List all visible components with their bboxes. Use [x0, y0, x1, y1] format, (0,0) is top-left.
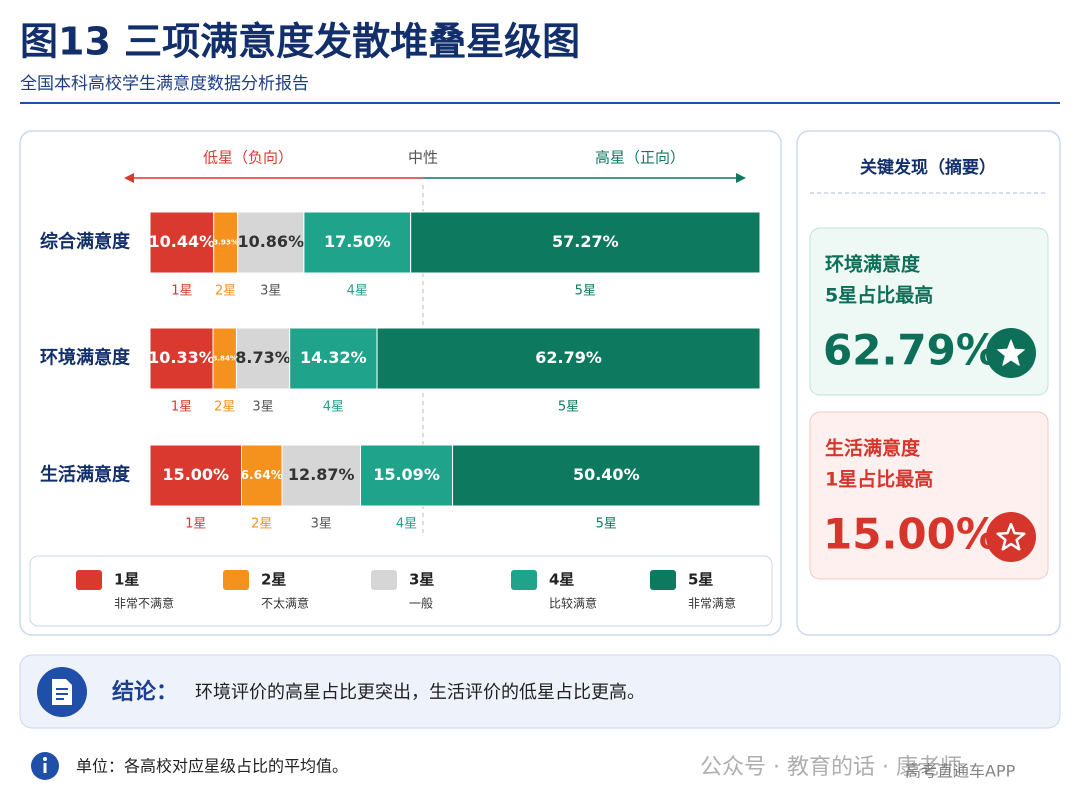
legend-description: 不太满意	[261, 596, 309, 611]
finding-icon	[986, 512, 1036, 562]
star-label: 4星	[396, 517, 417, 532]
document-lines	[56, 688, 68, 700]
value-label: 8.73%	[235, 348, 291, 367]
value-label: 6.64%	[240, 468, 283, 482]
star-icon	[996, 522, 1026, 551]
legend-label: 3星	[409, 571, 434, 589]
legend-description: 非常满意	[688, 596, 736, 611]
bar-segment	[360, 444, 454, 507]
legend-swatch	[511, 570, 537, 590]
value-label: 62.79%	[535, 348, 602, 367]
conclusion-box	[19, 654, 1061, 729]
conclusion-label: 结论：	[112, 679, 178, 705]
neutral-direction-label: 中性	[408, 149, 438, 167]
legend-description: 一般	[409, 596, 433, 611]
finding-subject: 环境满意度	[825, 253, 921, 276]
findings-title: 关键发现（摘要）	[860, 157, 996, 178]
legend-swatch	[76, 570, 102, 590]
category-label: 综合满意度	[40, 231, 131, 253]
finding-note: 5星占比最高	[825, 284, 933, 307]
star-label: 1星	[185, 517, 206, 532]
category-label: 生活满意度	[40, 464, 131, 486]
star-label: 3星	[311, 517, 332, 532]
legend-label: 1星	[114, 571, 139, 589]
finding-figure: 15.00%	[823, 510, 998, 559]
low-direction-label: 低星（负向）	[203, 149, 293, 167]
page-subtitle: 全国本科高校学生满意度数据分析报告	[20, 74, 309, 94]
bar-segment	[235, 327, 291, 390]
star-label: 1星	[171, 400, 192, 415]
category-label: 环境满意度	[40, 347, 131, 369]
bar-segment	[376, 327, 761, 390]
value-label: 17.50%	[324, 232, 391, 251]
watermark: 公众号 · 教育的话 · 康老师	[700, 755, 962, 780]
legend-description: 非常不满意	[114, 596, 174, 611]
value-label: 3.93%	[213, 238, 239, 247]
info-bar	[43, 763, 47, 773]
value-label: 15.09%	[373, 465, 440, 484]
bar-segment	[289, 327, 378, 390]
watermark-sub: 高考直通车APP	[905, 762, 1016, 781]
page-title: 图13 三项满意度发散堆叠星级图	[20, 20, 580, 64]
legend-swatch	[650, 570, 676, 590]
high-direction-label: 高星（正向）	[595, 149, 685, 167]
legend-label: 4星	[549, 571, 574, 589]
legend-swatch	[223, 570, 249, 590]
value-label: 50.40%	[573, 465, 640, 484]
value-label: 10.33%	[148, 348, 215, 367]
legend-label: 2星	[261, 571, 286, 589]
star-label: 2星	[251, 517, 272, 532]
value-label: 14.32%	[300, 348, 367, 367]
footnote: 单位：各高校对应星级占比的平均值。	[76, 757, 348, 776]
value-label: 3.84%	[212, 354, 237, 363]
star-label: 1星	[171, 284, 192, 299]
high-arrowhead	[736, 173, 746, 183]
star-label: 5星	[596, 517, 617, 532]
star-label: 2星	[215, 284, 236, 299]
finding-subject: 生活满意度	[825, 437, 921, 460]
star-icon	[997, 339, 1025, 366]
bar-segment	[237, 211, 305, 274]
star-label: 4星	[347, 284, 368, 299]
low-arrowhead	[124, 173, 134, 183]
star-label: 5星	[558, 400, 579, 415]
document-icon	[52, 679, 72, 705]
legend-label: 5星	[688, 571, 713, 589]
value-label: 10.44%	[149, 232, 216, 251]
star-label: 4星	[323, 400, 344, 415]
bar-segment	[149, 327, 214, 390]
value-label: 57.27%	[552, 232, 619, 251]
legend-box	[29, 555, 773, 627]
bar-segment	[241, 444, 283, 507]
value-label: 10.86%	[237, 232, 304, 251]
legend-swatch	[371, 570, 397, 590]
bar-segment	[410, 211, 761, 274]
star-label: 3星	[252, 400, 273, 415]
info-dot	[43, 757, 47, 761]
finding-note: 1星占比最高	[825, 468, 933, 491]
value-label: 12.87%	[288, 465, 355, 484]
conclusion-text: 环境评价的高星占比更突出，生活评价的低星占比更高。	[195, 682, 645, 703]
star-label: 5星	[575, 284, 596, 299]
bar-segment	[149, 444, 242, 507]
star-label: 2星	[214, 400, 235, 415]
bar-segment	[452, 444, 761, 507]
legend-description: 比较满意	[549, 596, 597, 611]
value-label: 15.00%	[162, 465, 229, 484]
star-label: 3星	[260, 284, 281, 299]
finding-figure: 62.79%	[823, 326, 998, 375]
bar-segment	[149, 211, 215, 274]
